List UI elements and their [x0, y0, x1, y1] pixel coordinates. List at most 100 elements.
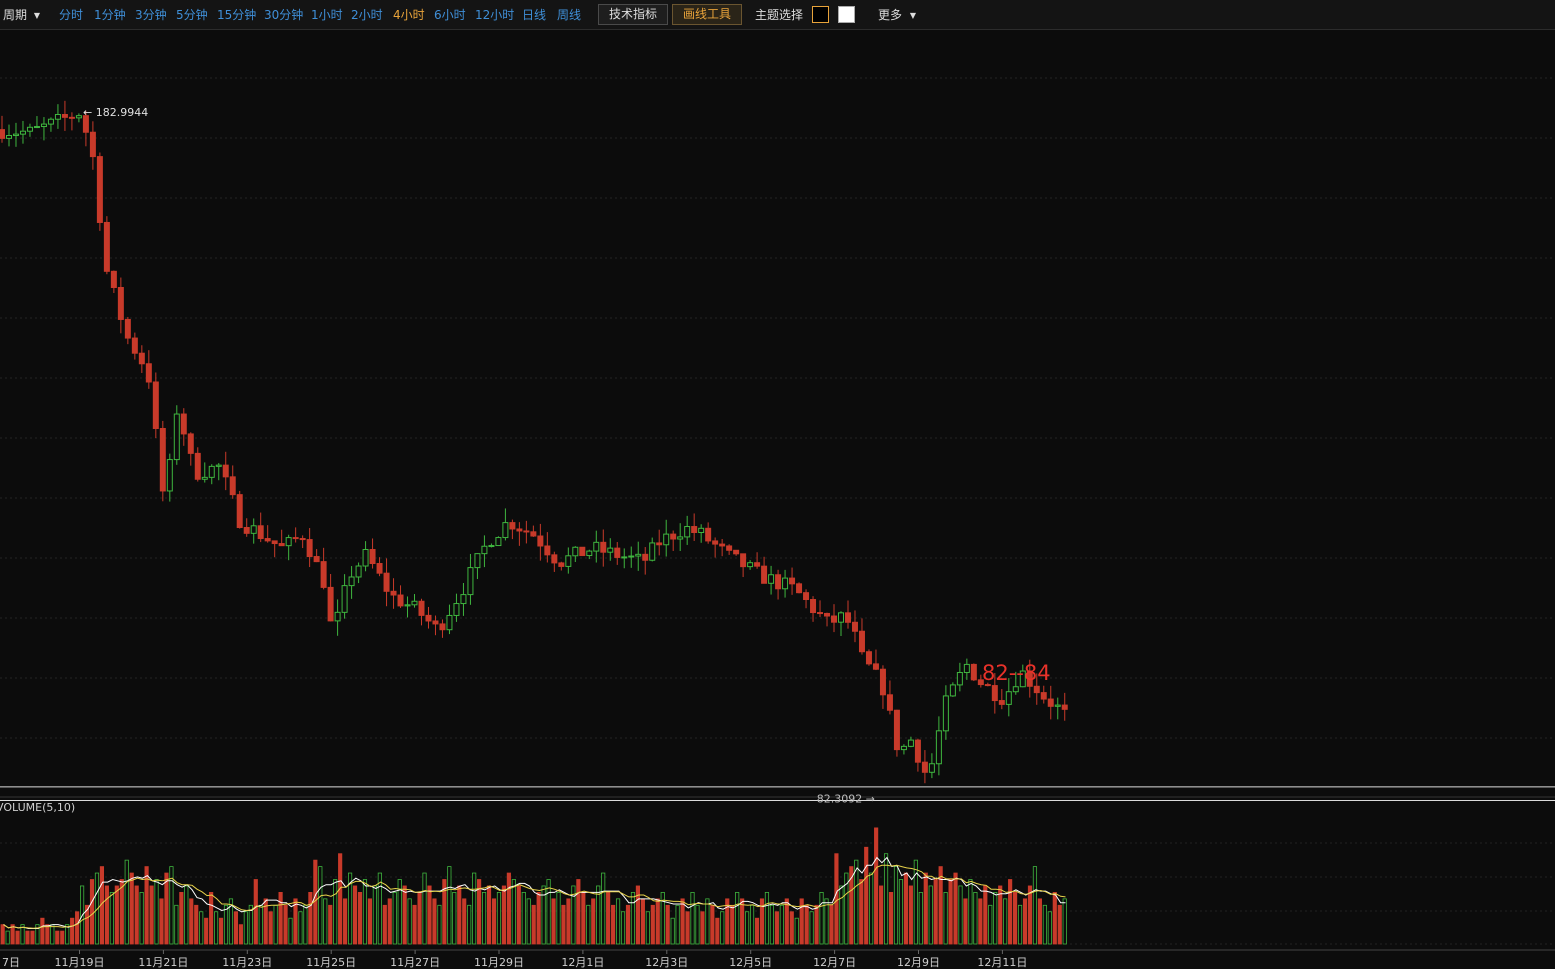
candle-body: [47, 118, 54, 125]
candle-body: [705, 527, 712, 542]
volume-bar: [998, 885, 1003, 945]
volume-bar: [129, 872, 134, 945]
x-tick-label: 12月9日: [897, 956, 940, 969]
candle-body: [684, 526, 691, 538]
candle-body: [243, 526, 250, 534]
volume-bar: [794, 917, 799, 945]
volume-bar: [233, 911, 239, 945]
volume-bar: [789, 911, 794, 945]
volume-bar: [218, 917, 224, 945]
volume-bar: [437, 904, 442, 945]
volume-bar: [893, 866, 899, 945]
candle-body: [914, 739, 921, 763]
candle-body: [1033, 685, 1040, 694]
volume-bar: [839, 885, 844, 945]
candle-body: [208, 465, 215, 478]
candle-body: [306, 539, 313, 558]
volume-bar: [293, 898, 298, 945]
period-tab-6[interactable]: 1小时: [311, 8, 343, 22]
period-tab-11[interactable]: 日线: [522, 8, 547, 22]
candle-body: [726, 545, 733, 551]
x-tick-label: 12月7日: [813, 956, 856, 969]
volume-bar: [988, 904, 993, 945]
volume-bar: [993, 892, 998, 945]
candle-body: [292, 537, 299, 540]
volume-bar: [869, 872, 874, 945]
volume-bar: [784, 898, 789, 945]
candle-body: [886, 694, 893, 711]
period-tab-8[interactable]: 4小时: [393, 8, 425, 22]
period-selector[interactable]: 周期 ▼: [3, 7, 40, 24]
volume-bar: [516, 885, 521, 945]
volume-title: VOLUME(5,10): [0, 801, 75, 814]
period-tab-10[interactable]: 12小时: [475, 8, 515, 22]
candle-body: [893, 709, 900, 751]
kline-chart[interactable]: ← 182.9944 82.3092 → 82--84 VOLUME(5,10) 7…: [0, 31, 1555, 969]
candle-body: [278, 543, 285, 547]
volume-bar: [94, 872, 100, 945]
volume-bar: [854, 859, 859, 945]
theme-dark-swatch[interactable]: [812, 6, 829, 23]
volume-bar: [442, 879, 447, 945]
volume-bar: [586, 904, 591, 945]
x-tick-label: 11月19日: [55, 956, 105, 969]
volume-bar: [1047, 911, 1052, 945]
volume-bar: [923, 872, 928, 945]
period-tab-3[interactable]: 5分钟: [176, 8, 208, 22]
volume-bar: [352, 885, 358, 945]
volume-bar: [243, 911, 248, 945]
volume-bar: [943, 892, 948, 945]
volume-bar: [372, 885, 377, 945]
candle-body: [537, 535, 544, 547]
x-tick-label: 12月3日: [645, 956, 688, 969]
volume-bar: [333, 879, 338, 945]
volume-bar: [635, 885, 640, 945]
candle-body: [970, 663, 977, 681]
volume-bar: [139, 892, 144, 945]
volume-bar: [228, 898, 234, 945]
candle-body: [460, 594, 467, 605]
volume-bar: [104, 885, 109, 945]
period-tab-2[interactable]: 3分钟: [135, 8, 167, 22]
volume-bar: [735, 892, 740, 945]
volume-bar: [566, 898, 571, 945]
candle-body: [530, 531, 537, 537]
period-tab-4[interactable]: 15分钟: [217, 8, 257, 22]
volume-bar: [973, 892, 978, 945]
volume-bar: [328, 904, 333, 945]
period-tab-7[interactable]: 2小时: [351, 8, 383, 22]
volume-bar: [268, 911, 273, 945]
theme-light-swatch[interactable]: [838, 6, 855, 23]
volume-bar: [591, 898, 596, 945]
candle-body: [124, 318, 131, 339]
period-tab-5[interactable]: 30分钟: [264, 8, 304, 22]
volume-bar: [645, 911, 650, 945]
volume-bar: [467, 904, 472, 945]
volume-bar: [888, 892, 894, 945]
period-tab-9[interactable]: 6小时: [434, 8, 466, 22]
period-tab-12[interactable]: 周线: [557, 8, 582, 22]
more-menu[interactable]: 更多 ▼: [878, 7, 916, 24]
x-tick-label: 12月1日: [561, 956, 604, 969]
period-tab-1[interactable]: 1分钟: [94, 8, 126, 22]
volume-bar: [799, 898, 804, 945]
volume-bar: [829, 904, 834, 945]
volume-bar: [933, 879, 938, 945]
candle-body: [621, 556, 628, 559]
indicator-button[interactable]: 技术指标: [598, 4, 668, 25]
period-tab-0[interactable]: 分时: [59, 8, 84, 22]
volume-bar: [695, 904, 700, 945]
x-tick-label: 12月5日: [729, 956, 772, 969]
candle-body: [495, 537, 502, 547]
drawing-tools-button[interactable]: 画线工具: [672, 4, 742, 25]
volume-bar: [278, 892, 283, 945]
candle-body: [404, 604, 411, 607]
candle-body: [138, 352, 145, 365]
candle-body: [614, 547, 621, 558]
volume-bar: [392, 892, 397, 945]
candle-body: [201, 476, 208, 480]
candle-body: [761, 565, 768, 584]
volume-bar: [655, 898, 660, 945]
volume-bar: [452, 892, 457, 945]
volume-bar: [705, 898, 710, 945]
